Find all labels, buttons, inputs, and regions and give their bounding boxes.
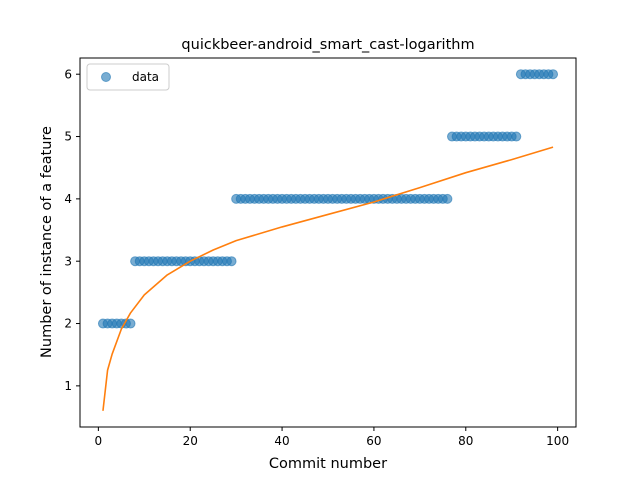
legend-marker-data [101,72,111,82]
y-tick-label: 6 [64,67,72,81]
y-axis-label: Number of instance of a feature [39,126,55,358]
legend-label-data: data [132,70,159,84]
data-point [548,69,559,80]
data-point [511,131,522,142]
x-tick-label: 100 [546,434,569,448]
legend-frame [86,63,170,91]
plot-area [97,69,559,411]
legend: data [86,63,170,91]
chart-title: quickbeer-android_smart_cast-logarithm [181,37,474,53]
x-tick-label: 80 [458,434,473,448]
fit-curve [102,146,554,411]
y-tick-label: 1 [64,379,72,393]
y-tick-label: 4 [64,192,72,206]
x-tick-label: 0 [95,434,103,448]
x-tick-label: 20 [183,434,198,448]
x-tick-label: 60 [366,434,381,448]
y-tick-label: 2 [64,317,72,331]
x-tick-label: 40 [274,434,289,448]
y-tick-label: 3 [64,254,72,268]
y-tick-label: 5 [64,130,72,144]
data-point [125,318,136,329]
x-axis-label: Commit number [269,456,387,472]
data-point [226,256,237,267]
axes-frame [79,57,577,428]
data-point [442,193,453,204]
axis-ticks: 0 20 40 60 80 100 1 2 3 4 5 6 [64,67,569,448]
